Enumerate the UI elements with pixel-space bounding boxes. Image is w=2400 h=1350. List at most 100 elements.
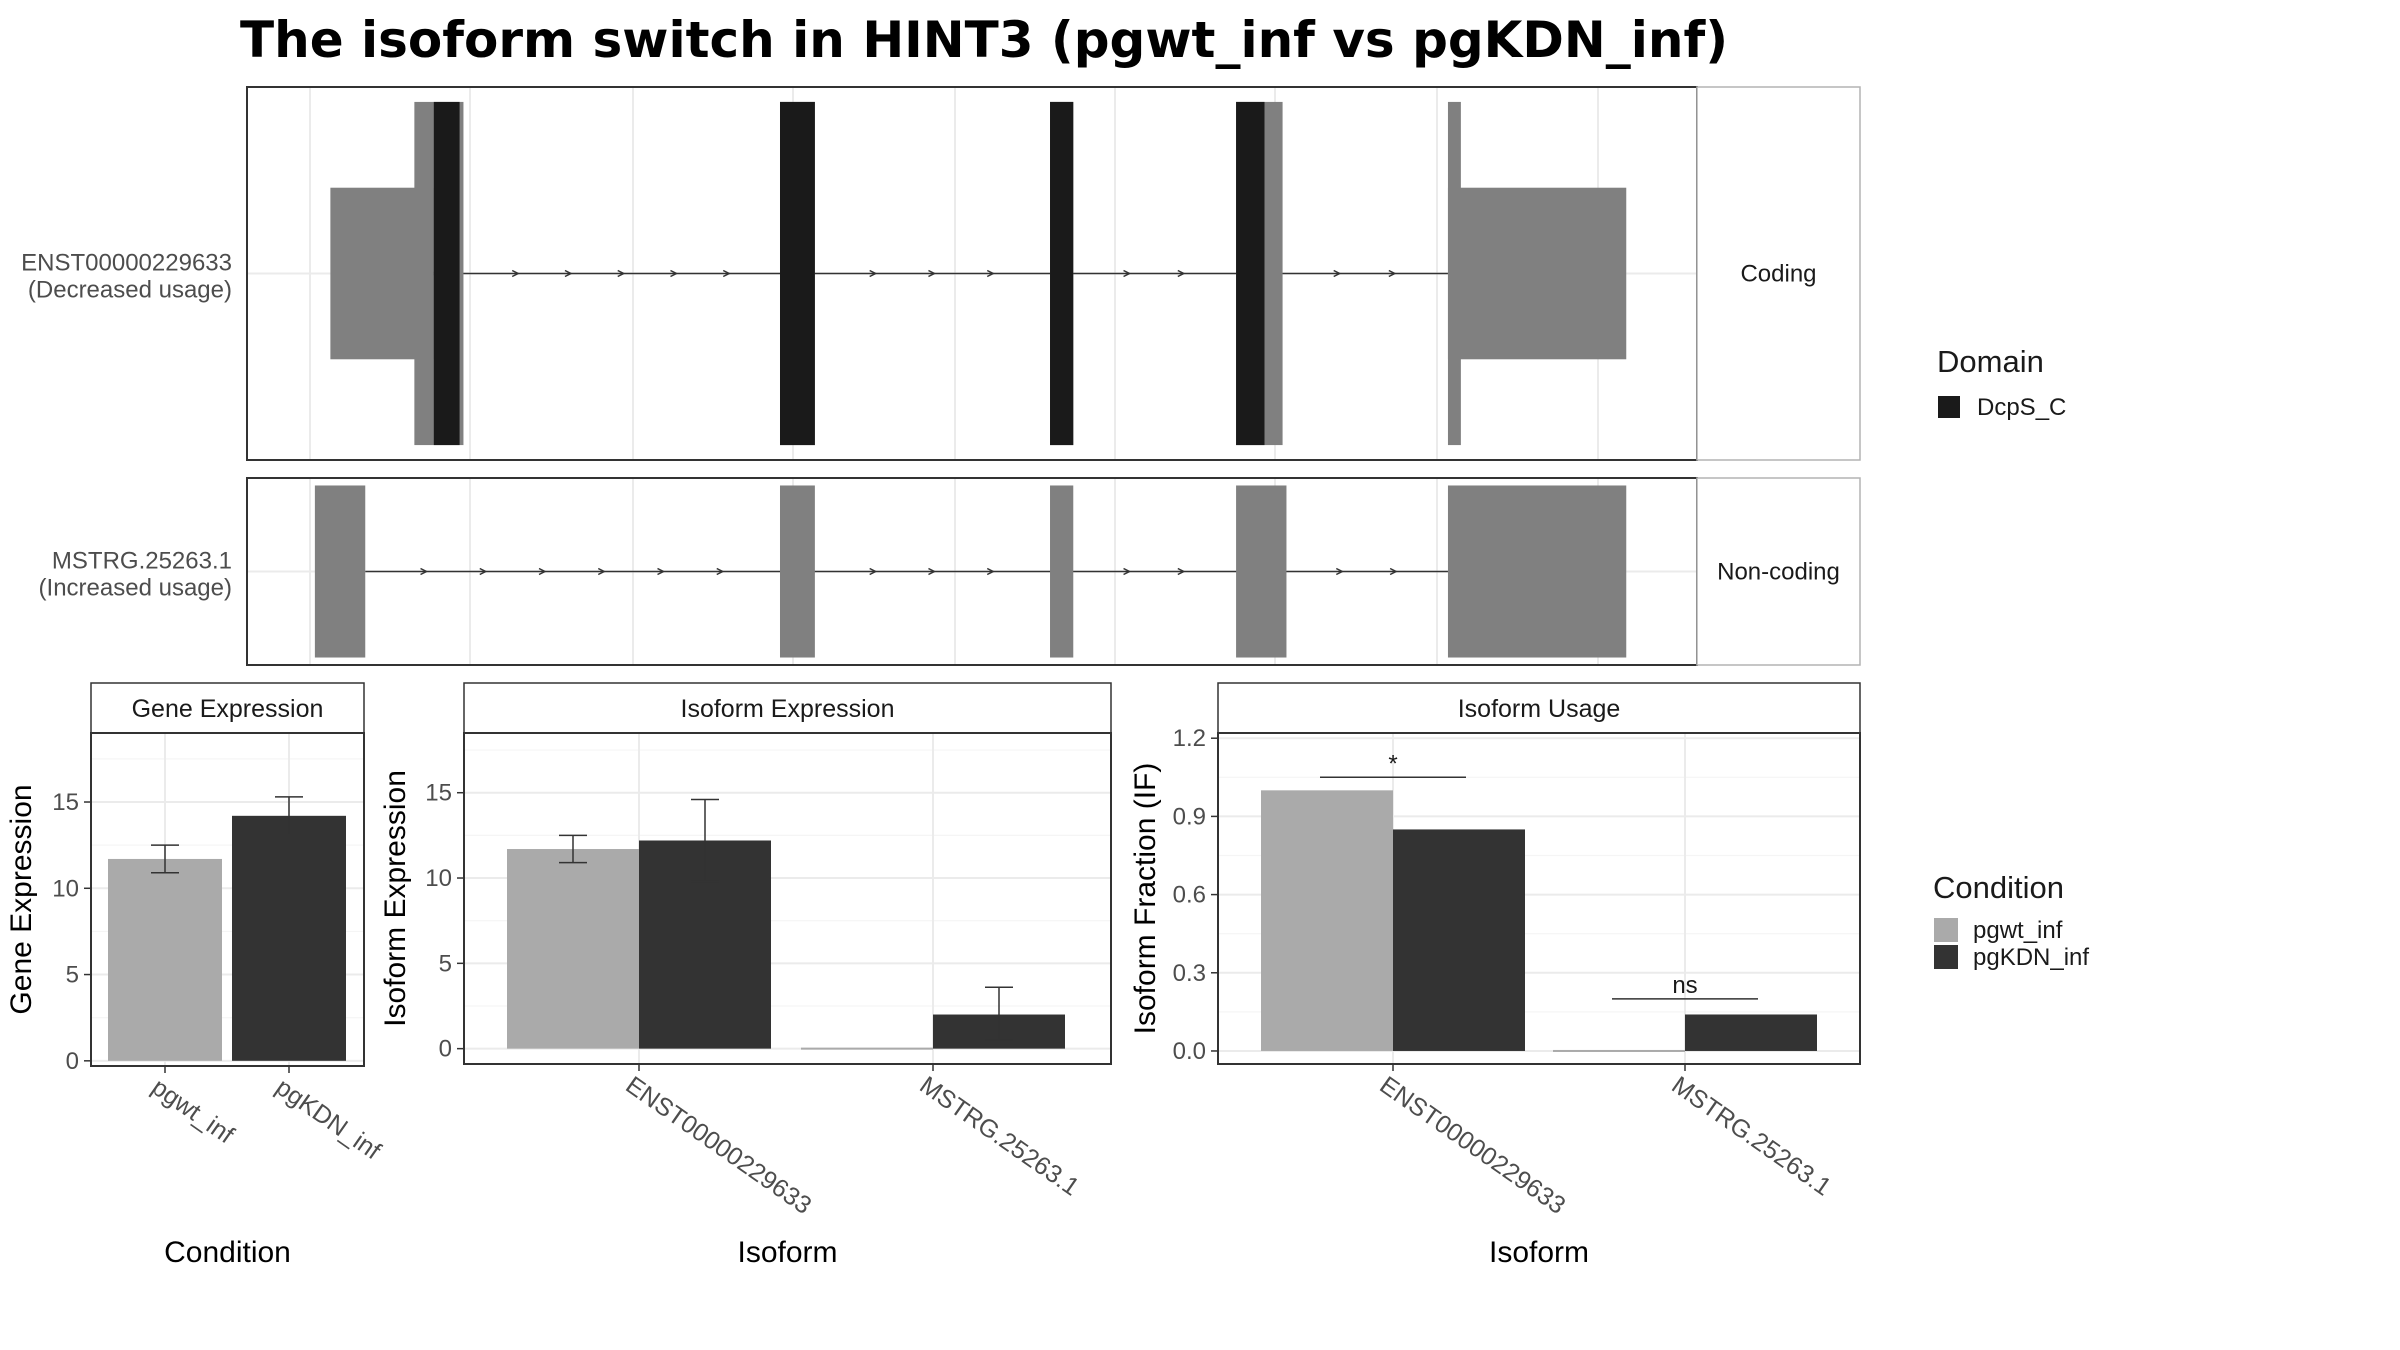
- exon-utr-tall: [414, 101, 434, 446]
- significance-label: *: [1388, 750, 1397, 777]
- intron-arrow: [716, 567, 725, 576]
- bar-pgKDN_inf-0: [1393, 829, 1525, 1051]
- intron-arrow: [1389, 567, 1398, 576]
- chart-title: The isoform switch in HINT3 (pgwt_inf vs…: [240, 11, 1728, 69]
- facet-strip: [1696, 86, 1861, 461]
- y-tick-label: 0: [439, 1036, 452, 1063]
- y-tick-label: 5: [66, 962, 79, 989]
- bar-pgwt_inf-0: [1261, 790, 1393, 1051]
- intron-arrow: [722, 269, 731, 278]
- y-axis-title: Isoform Fraction (IF): [1129, 763, 1162, 1035]
- x-tick-label: MSTRG.25263.1: [1667, 1071, 1837, 1202]
- facet-strip: [1696, 477, 1861, 666]
- intron-arrow: [986, 567, 995, 576]
- y-tick-label: 15: [425, 780, 452, 807]
- x-tick-label: ENST00000229633: [621, 1071, 817, 1220]
- exon-nc: [314, 485, 366, 658]
- intron-arrow: [479, 567, 488, 576]
- transcript-usage-label: (Increased usage): [39, 575, 232, 602]
- panel-strip: [1217, 682, 1861, 734]
- intron-arrow: [869, 269, 878, 278]
- intron-arrow: [1177, 567, 1186, 576]
- bar-pgwt_inf-1: [1553, 1049, 1685, 1052]
- y-tick-label: 0.0: [1173, 1038, 1206, 1065]
- intron-arrow: [597, 567, 606, 576]
- y-tick-label: 0.3: [1173, 960, 1206, 987]
- transcript-id-label: ENST00000229633: [21, 250, 232, 277]
- bar-pgKDN_inf: [232, 815, 346, 1061]
- intron-arrow: [1123, 567, 1132, 576]
- condition-legend-title: Condition: [1933, 870, 2064, 905]
- exon-nc: [1050, 485, 1074, 658]
- condition-legend-label: pgwt_inf: [1973, 917, 2063, 944]
- facet-label: Coding: [1740, 261, 1816, 288]
- y-axis-title: Isoform Expression: [379, 770, 412, 1027]
- condition-legend-label: pgKDN_inf: [1973, 944, 2089, 971]
- y-tick-label: 0.9: [1173, 803, 1206, 830]
- intron-arrow: [657, 567, 666, 576]
- bar-pgKDN_inf-1: [1685, 1014, 1817, 1051]
- intron-arrow: [1177, 269, 1186, 278]
- exon-nc: [1236, 485, 1287, 658]
- exon-nc: [1447, 485, 1627, 658]
- intron-arrow: [670, 269, 679, 278]
- condition-legend-key-pgKDN_inf: [1934, 945, 1958, 969]
- y-axis-title: Gene Expression: [5, 784, 38, 1014]
- intron-arrow: [538, 567, 547, 576]
- bar-pgwt_inf-0: [507, 849, 639, 1049]
- exon-nc: [779, 485, 815, 658]
- transcript-id-label: MSTRG.25263.1: [52, 548, 232, 575]
- y-tick-label: 10: [425, 865, 452, 892]
- intron-arrow: [1335, 567, 1344, 576]
- panel-border: [463, 732, 1112, 1065]
- intron-arrow: [1123, 269, 1132, 278]
- x-axis-title: Isoform: [1489, 1236, 1589, 1269]
- x-tick-label: ENST00000229633: [1375, 1071, 1571, 1220]
- bar-pgwt_inf-1: [801, 1047, 933, 1050]
- intron-arrow: [1333, 269, 1342, 278]
- intron-arrow: [617, 269, 626, 278]
- y-tick-label: 1.2: [1173, 725, 1206, 752]
- domain-legend-key: [1938, 396, 1960, 418]
- x-tick-label: pgwt_inf: [147, 1073, 239, 1149]
- x-axis-title: Condition: [164, 1236, 291, 1269]
- y-tick-label: 15: [52, 789, 79, 816]
- y-tick-label: 10: [52, 875, 79, 902]
- intron-arrow: [420, 567, 429, 576]
- domain-legend-title: Domain: [1937, 344, 2044, 379]
- x-tick-label: pgKDN_inf: [271, 1073, 386, 1165]
- panel-strip-title: Isoform Usage: [1458, 695, 1621, 723]
- intron-arrow: [869, 567, 878, 576]
- intron-arrow: [564, 269, 573, 278]
- exon-utr: [1447, 187, 1627, 360]
- domain-dcps-c: [1236, 101, 1265, 446]
- exon-utr-tall: [1447, 101, 1461, 446]
- significance-label: ns: [1672, 972, 1697, 999]
- panel-strip: [90, 682, 365, 734]
- intron-arrow: [928, 269, 937, 278]
- bar-pgwt_inf: [108, 858, 222, 1061]
- panel-strip-title: Gene Expression: [132, 695, 324, 723]
- domain-dcps-c: [1050, 101, 1074, 446]
- domain-legend-label: DcpS_C: [1977, 394, 2066, 421]
- intron-arrow: [511, 269, 520, 278]
- panel-border: [90, 732, 365, 1067]
- panel-strip-title: Isoform Expression: [681, 695, 895, 723]
- intron-arrow: [928, 567, 937, 576]
- condition-legend-key-pgwt_inf: [1934, 918, 1958, 942]
- intron-arrow: [1388, 269, 1397, 278]
- x-tick-label: MSTRG.25263.1: [915, 1071, 1085, 1202]
- panel-strip: [463, 682, 1112, 734]
- y-tick-label: 0: [66, 1048, 79, 1075]
- facet-label: Non-coding: [1717, 559, 1840, 586]
- x-axis-title: Isoform: [737, 1236, 837, 1269]
- transcript-usage-label: (Decreased usage): [28, 277, 232, 304]
- intron-arrow: [986, 269, 995, 278]
- y-tick-label: 5: [439, 950, 452, 977]
- panel-border: [1217, 732, 1861, 1065]
- y-tick-label: 0.6: [1173, 882, 1206, 909]
- domain-dcps-c: [433, 101, 460, 446]
- domain-dcps-c: [779, 101, 815, 446]
